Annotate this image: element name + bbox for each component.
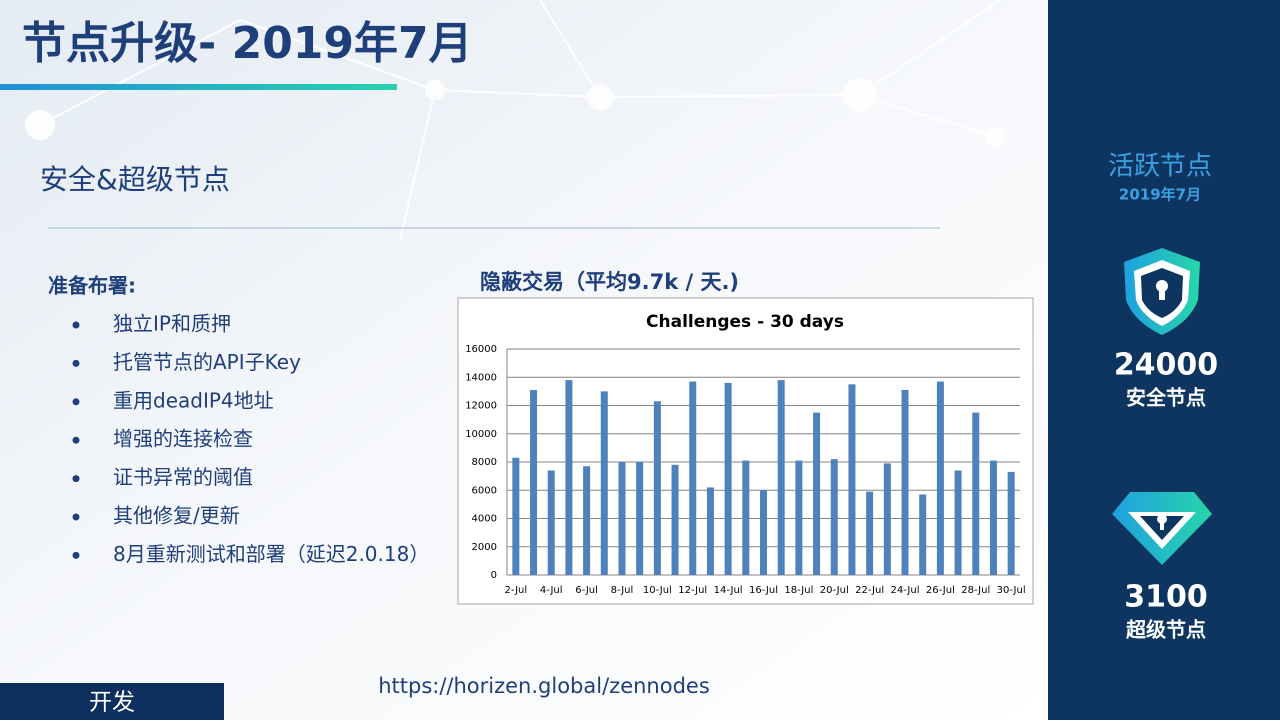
bar	[724, 382, 732, 575]
y-tick-label: 12000	[465, 401, 497, 412]
y-tick-label: 10000	[465, 429, 497, 440]
bullet-dot	[72, 436, 80, 444]
sidebar-heading: 活跃节点	[1108, 152, 1212, 182]
sidebar-date: 2019年7月	[1119, 186, 1201, 204]
bar	[989, 460, 997, 575]
diamond-icon	[1112, 492, 1212, 565]
sidebar	[1048, 0, 1280, 720]
bar	[742, 460, 750, 575]
y-tick-label: 0	[491, 570, 497, 581]
x-tick-label: 8-Jul	[611, 585, 634, 596]
bar	[760, 490, 767, 575]
bar	[653, 401, 661, 575]
x-tick-label: 28-Jul	[961, 585, 990, 596]
shield-icon	[1124, 248, 1200, 335]
bullet-dot	[72, 513, 80, 521]
bullet-text: 独立IP和质押	[113, 312, 231, 336]
bar	[547, 470, 555, 575]
x-tick-label: 14-Jul	[714, 585, 743, 596]
subtitle: 安全&超级节点	[40, 163, 230, 196]
bar	[848, 384, 856, 575]
bar	[636, 462, 644, 575]
y-tick-label: 2000	[472, 542, 497, 553]
super-count: 3100	[1124, 580, 1208, 615]
bar	[1007, 471, 1015, 575]
x-tick-label: 2-Jul	[505, 585, 528, 596]
bar	[600, 391, 608, 575]
x-tick-label: 4-Jul	[540, 585, 563, 596]
bar	[936, 381, 944, 575]
bullet-text: 托管节点的API子Key	[113, 350, 301, 374]
bullet-text: 重用deadIP4地址	[113, 388, 274, 412]
bullet-dot	[72, 359, 80, 367]
bullet-text: 其他修复/更新	[113, 504, 240, 528]
x-tick-label: 12-Jul	[678, 585, 707, 596]
bullet-text: 证书异常的阈值	[113, 465, 253, 489]
x-tick-label: 20-Jul	[820, 585, 849, 596]
bar	[954, 470, 962, 575]
bar	[883, 463, 891, 575]
chart-title: Challenges - 30 days	[646, 312, 844, 332]
bar	[795, 460, 803, 575]
bullet-text: 增强的连接检查	[113, 427, 253, 451]
footer-label: 开发	[89, 690, 135, 716]
x-tick-label: 16-Jul	[749, 585, 778, 596]
bar	[901, 389, 909, 575]
bar	[777, 380, 785, 575]
bar	[671, 464, 679, 575]
secure-count: 24000	[1114, 348, 1218, 383]
bar	[689, 381, 697, 575]
y-tick-label: 8000	[472, 457, 497, 468]
x-tick-label: 26-Jul	[926, 585, 955, 596]
y-tick-label: 16000	[465, 344, 497, 355]
title: 节点升级- 2019年7月	[22, 18, 473, 69]
y-tick-label: 4000	[472, 514, 497, 525]
bullet-dot	[72, 551, 80, 559]
x-tick-label: 30-Jul	[997, 585, 1026, 596]
bar	[972, 412, 980, 575]
bar	[866, 491, 874, 575]
bar	[830, 459, 838, 575]
x-tick-label: 6-Jul	[575, 585, 598, 596]
y-tick-label: 6000	[472, 485, 497, 496]
bar	[919, 494, 927, 575]
bullet-dot	[72, 475, 80, 483]
x-tick-label: 24-Jul	[891, 585, 920, 596]
bullet-text: 8月重新测试和部署（延迟2.0.18）	[113, 542, 429, 566]
bullet-dot	[72, 398, 80, 406]
secure-label: 安全节点	[1126, 386, 1206, 410]
bar	[583, 466, 591, 575]
url: https://horizen.global/zennodes	[378, 674, 710, 698]
bar	[618, 462, 626, 575]
x-tick-label: 10-Jul	[643, 585, 672, 596]
footer-box	[0, 683, 224, 720]
bar	[512, 457, 520, 575]
bar	[565, 380, 573, 575]
bar	[706, 487, 714, 575]
bar	[530, 389, 538, 575]
y-tick-label: 14000	[465, 372, 497, 383]
x-tick-label: 18-Jul	[784, 585, 813, 596]
title-underline	[0, 84, 397, 90]
list-heading: 准备布署:	[48, 274, 136, 298]
chart: 0 2000 4000 6000 8000 10000 12000 14000 16000 2-J…	[465, 344, 1025, 596]
network-decoration	[25, 0, 1005, 241]
x-tick-label: 22-Jul	[855, 585, 884, 596]
chart-heading: 隐蔽交易（平均9.7k / 天.)	[480, 270, 739, 294]
super-label: 超级节点	[1125, 618, 1206, 642]
bar	[813, 412, 821, 575]
bullet-dot	[72, 321, 80, 329]
